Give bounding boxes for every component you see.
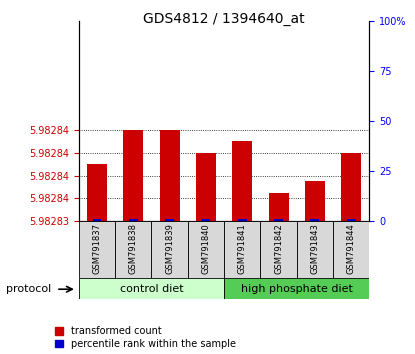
Text: GSM791838: GSM791838	[129, 223, 138, 274]
Bar	[341, 153, 361, 221]
FancyBboxPatch shape	[261, 221, 297, 278]
FancyBboxPatch shape	[188, 221, 224, 278]
Text: GSM791839: GSM791839	[165, 223, 174, 274]
Text: control diet: control diet	[120, 284, 183, 293]
Text: GSM791841: GSM791841	[238, 223, 247, 274]
FancyBboxPatch shape	[151, 221, 188, 278]
Bar	[160, 130, 180, 221]
FancyBboxPatch shape	[224, 278, 369, 299]
Bar	[274, 219, 283, 221]
Text: GSM791842: GSM791842	[274, 223, 283, 274]
FancyBboxPatch shape	[79, 221, 115, 278]
Bar	[305, 181, 325, 221]
Bar	[93, 219, 102, 221]
Text: GSM791844: GSM791844	[347, 223, 356, 274]
Bar	[347, 219, 356, 221]
Legend: transformed count, percentile rank within the sample: transformed count, percentile rank withi…	[55, 326, 236, 349]
FancyBboxPatch shape	[333, 221, 369, 278]
Bar	[232, 141, 252, 221]
FancyBboxPatch shape	[115, 221, 151, 278]
Text: GSM791837: GSM791837	[93, 223, 102, 274]
Bar	[196, 153, 216, 221]
Bar	[269, 193, 288, 221]
Text: GDS4812 / 1394640_at: GDS4812 / 1394640_at	[143, 12, 305, 27]
Text: protocol: protocol	[6, 284, 51, 294]
Bar	[310, 219, 320, 221]
Bar	[87, 164, 107, 221]
Bar	[129, 219, 138, 221]
FancyBboxPatch shape	[297, 221, 333, 278]
Text: GSM791840: GSM791840	[201, 223, 210, 274]
Bar	[238, 219, 247, 221]
Bar	[123, 130, 143, 221]
FancyBboxPatch shape	[79, 278, 224, 299]
Bar	[201, 219, 210, 221]
Bar	[165, 219, 174, 221]
Text: GSM791843: GSM791843	[310, 223, 320, 274]
Text: high phosphate diet: high phosphate diet	[241, 284, 353, 293]
FancyBboxPatch shape	[224, 221, 261, 278]
